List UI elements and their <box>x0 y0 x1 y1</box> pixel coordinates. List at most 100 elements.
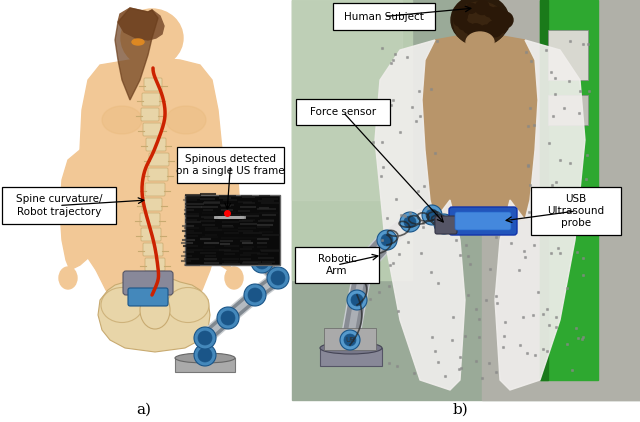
FancyBboxPatch shape <box>449 207 517 235</box>
Circle shape <box>340 330 360 350</box>
Ellipse shape <box>451 0 509 45</box>
Circle shape <box>267 267 289 289</box>
Circle shape <box>434 214 454 234</box>
Circle shape <box>244 284 266 306</box>
Text: USB
Ultrasound
probe: USB Ultrasound probe <box>547 194 605 228</box>
Circle shape <box>347 290 367 310</box>
Circle shape <box>455 11 467 23</box>
Ellipse shape <box>166 106 206 134</box>
Ellipse shape <box>454 2 506 46</box>
FancyBboxPatch shape <box>145 183 165 196</box>
Circle shape <box>381 234 393 246</box>
Circle shape <box>377 230 397 250</box>
FancyBboxPatch shape <box>455 212 511 230</box>
Text: Force sensor: Force sensor <box>310 107 376 117</box>
Bar <box>320 348 382 366</box>
Circle shape <box>468 24 484 40</box>
Polygon shape <box>422 32 538 220</box>
FancyBboxPatch shape <box>177 147 284 183</box>
Text: UR: UR <box>345 337 355 343</box>
Ellipse shape <box>320 342 382 354</box>
FancyBboxPatch shape <box>2 187 116 224</box>
Circle shape <box>497 12 513 28</box>
Bar <box>292 0 412 280</box>
Polygon shape <box>118 8 164 40</box>
Text: Spinous detected
on a single US frame: Spinous detected on a single US frame <box>176 154 285 176</box>
Circle shape <box>463 23 474 33</box>
Circle shape <box>198 348 212 362</box>
FancyBboxPatch shape <box>296 99 390 125</box>
Circle shape <box>221 311 235 325</box>
Ellipse shape <box>141 57 169 79</box>
FancyBboxPatch shape <box>142 198 162 211</box>
Text: Robotic
Arm: Robotic Arm <box>317 254 356 276</box>
Circle shape <box>493 17 509 33</box>
Circle shape <box>351 294 363 306</box>
Circle shape <box>438 218 450 230</box>
Polygon shape <box>375 40 465 390</box>
Circle shape <box>354 255 374 275</box>
Circle shape <box>400 212 420 232</box>
Bar <box>292 0 402 200</box>
Circle shape <box>493 14 503 24</box>
Bar <box>185 195 280 265</box>
Circle shape <box>194 344 216 366</box>
Bar <box>548 95 588 125</box>
FancyBboxPatch shape <box>143 123 161 136</box>
Ellipse shape <box>466 32 494 52</box>
Bar <box>324 328 376 350</box>
Polygon shape <box>60 150 96 270</box>
FancyBboxPatch shape <box>141 108 159 121</box>
Circle shape <box>475 0 489 14</box>
FancyBboxPatch shape <box>295 247 379 283</box>
Circle shape <box>426 209 438 221</box>
Circle shape <box>484 7 495 17</box>
Ellipse shape <box>101 287 143 322</box>
FancyBboxPatch shape <box>128 288 168 306</box>
Polygon shape <box>115 8 158 100</box>
Ellipse shape <box>140 291 170 329</box>
Circle shape <box>459 7 468 17</box>
Circle shape <box>479 25 493 39</box>
Bar <box>292 0 640 400</box>
Bar <box>540 0 598 380</box>
FancyBboxPatch shape <box>435 216 457 234</box>
Ellipse shape <box>121 9 183 67</box>
Polygon shape <box>98 274 210 352</box>
Circle shape <box>467 3 476 13</box>
Bar <box>175 358 235 372</box>
FancyBboxPatch shape <box>333 3 435 30</box>
FancyBboxPatch shape <box>144 78 162 91</box>
FancyBboxPatch shape <box>149 153 169 166</box>
Polygon shape <box>204 150 240 270</box>
Ellipse shape <box>102 106 142 134</box>
Circle shape <box>217 307 239 329</box>
Bar <box>0 0 292 400</box>
Circle shape <box>490 7 504 21</box>
Circle shape <box>255 255 269 269</box>
Circle shape <box>404 216 416 228</box>
Polygon shape <box>495 40 585 390</box>
FancyBboxPatch shape <box>531 187 621 235</box>
Text: Spine curvature/
Robot trajectory: Spine curvature/ Robot trajectory <box>16 194 102 217</box>
Ellipse shape <box>175 353 235 363</box>
Circle shape <box>271 271 285 285</box>
Circle shape <box>194 327 216 349</box>
Circle shape <box>251 251 273 273</box>
Polygon shape <box>80 58 222 305</box>
Ellipse shape <box>59 267 77 289</box>
Bar <box>540 0 548 380</box>
Circle shape <box>487 21 503 37</box>
Circle shape <box>458 20 468 30</box>
FancyBboxPatch shape <box>142 93 160 106</box>
Circle shape <box>248 288 262 302</box>
Text: Human Subject: Human Subject <box>344 11 424 22</box>
FancyBboxPatch shape <box>141 228 161 241</box>
FancyBboxPatch shape <box>123 271 173 295</box>
Circle shape <box>422 205 442 225</box>
FancyBboxPatch shape <box>140 213 160 226</box>
Bar <box>548 30 588 80</box>
Circle shape <box>358 259 370 271</box>
FancyBboxPatch shape <box>143 243 163 256</box>
FancyBboxPatch shape <box>148 168 168 181</box>
